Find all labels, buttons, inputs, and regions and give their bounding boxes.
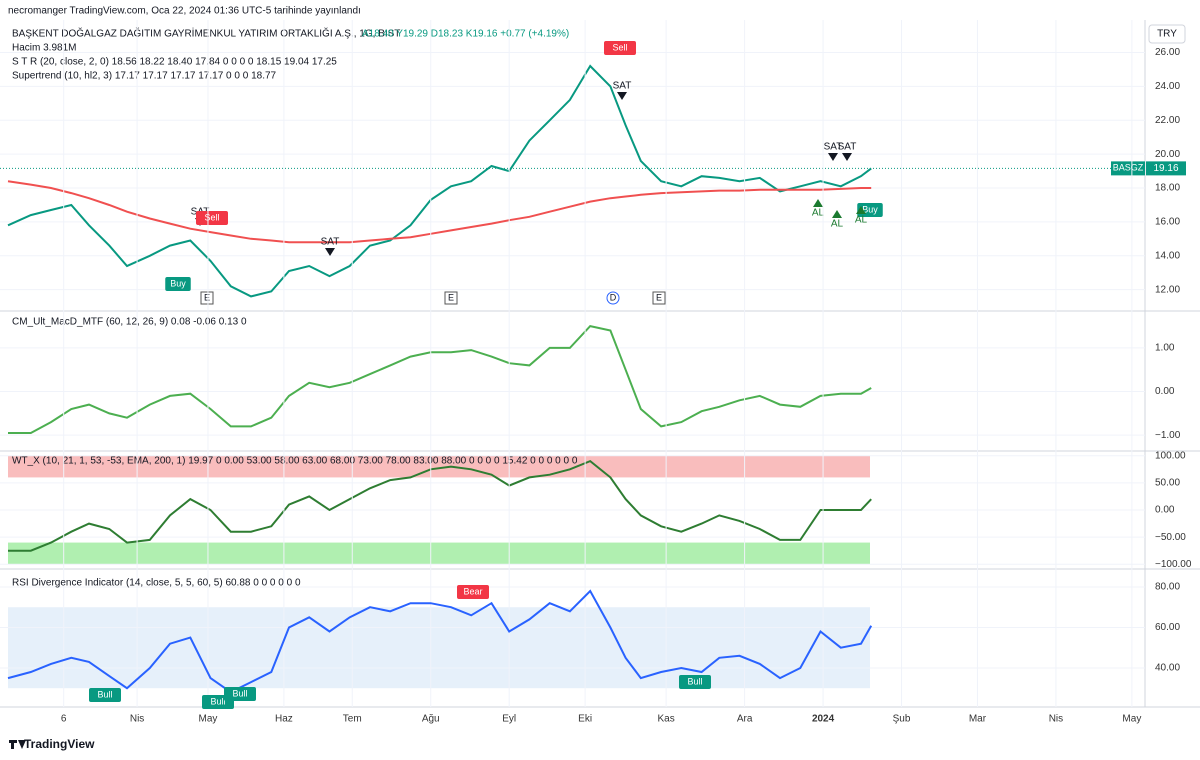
y-tick-label: 18.00	[1155, 183, 1180, 194]
y-tick-label: −1.00	[1155, 430, 1181, 441]
y-tick-label: 14.00	[1155, 250, 1180, 261]
series-line	[7, 180, 872, 244]
ticker-box	[1111, 161, 1145, 176]
currency-box[interactable]	[1148, 24, 1186, 44]
x-tick-label: Mar	[969, 714, 987, 725]
y-tick-label: 22.00	[1155, 115, 1180, 126]
annotation: AL	[831, 219, 844, 230]
series-line	[7, 589, 873, 694]
x-tick-label: Ağu	[422, 714, 440, 725]
band	[8, 542, 870, 565]
brand: TradingView	[24, 737, 95, 751]
annotation-box	[679, 675, 711, 689]
annotation: E	[656, 292, 662, 302]
x-tick-label: 6	[61, 714, 67, 725]
y-tick-label: 12.00	[1155, 284, 1180, 295]
annotation: AL	[812, 208, 825, 219]
event-marker	[444, 291, 458, 305]
signal-arrow	[813, 199, 823, 207]
ticker: BASGZ	[1113, 163, 1144, 173]
annotation: D	[610, 292, 617, 302]
band	[8, 455, 870, 478]
y-tick-label: 80.00	[1155, 582, 1180, 593]
series-line	[7, 64, 872, 298]
y-tick-label: −50.00	[1155, 532, 1186, 543]
annotation: Bull	[97, 689, 112, 699]
legend-line: Hacim 3.981M	[12, 43, 76, 54]
annotation: E	[448, 292, 454, 302]
x-tick-label: Haz	[275, 714, 293, 725]
x-tick-label: Kas	[658, 714, 675, 725]
x-tick-label: Şub	[893, 714, 911, 725]
annotation: Sell	[612, 42, 627, 52]
annotation: Bear	[463, 586, 482, 596]
band	[8, 607, 870, 689]
x-tick-label: May	[199, 714, 218, 725]
annotation-box	[196, 211, 228, 225]
x-tick-label: Eyl	[502, 714, 516, 725]
brand-logo	[9, 740, 26, 749]
signal-arrow	[832, 210, 842, 218]
legend-line: WT_X (10, 21, 1, 53, -53, EMA, 200, 1) 1…	[12, 456, 578, 467]
x-tick-label: Ara	[737, 714, 753, 725]
x-tick-label: Tem	[343, 714, 362, 725]
legend-line: Supertrend (10, hl2, 3) 17.17 17.17 17.1…	[12, 71, 277, 82]
annotation: Sell	[204, 212, 219, 222]
annotation: SAT	[613, 81, 632, 92]
annotation: E	[204, 292, 210, 302]
event-marker	[606, 291, 620, 305]
y-tick-label: 60.00	[1155, 622, 1180, 633]
annotation-box	[89, 688, 121, 702]
x-tick-label: May	[1122, 714, 1141, 725]
x-tick-label: Nis	[1049, 714, 1063, 725]
annotation: Buy	[862, 204, 878, 214]
published-note: necromanger TradingView.com, Oca 22, 202…	[8, 6, 361, 17]
x-tick-label: 2024	[812, 714, 835, 725]
y-tick-label: 0.00	[1155, 505, 1175, 516]
signal-arrow	[828, 153, 838, 161]
last-price-box	[1146, 161, 1186, 176]
y-tick-label: −100.00	[1155, 559, 1192, 570]
legend-line: S T R (20, close, 2, 0) 18.56 18.22 18.4…	[12, 57, 337, 68]
signal-arrow	[617, 92, 627, 100]
y-tick-label: 24.00	[1155, 81, 1180, 92]
series-line	[8, 325, 872, 434]
y-tick-label: 20.00	[1155, 149, 1180, 160]
annotation-box	[604, 41, 636, 55]
y-tick-label: 40.00	[1155, 663, 1180, 674]
y-tick-label: 26.00	[1155, 47, 1180, 58]
annotation-box	[165, 277, 191, 291]
event-marker	[200, 291, 214, 305]
ohlc: A18.40 Y19.29 D18.23 K19.16 +0.77 (+4.19…	[362, 29, 569, 40]
symbol-title: BAŞKENT DOĞALGAZ DAĞITIM GAYRİMENKUL YAT…	[12, 27, 400, 40]
signal-arrow	[856, 206, 866, 214]
annotation-box	[224, 687, 256, 701]
currency[interactable]: TRY	[1157, 29, 1177, 40]
signal-arrow	[325, 248, 335, 256]
annotation: Buy	[170, 278, 186, 288]
last-price: 19.16	[1153, 163, 1178, 174]
event-marker	[652, 291, 666, 305]
annotation-box	[457, 585, 489, 599]
annotation: SAT	[824, 142, 843, 153]
legend-line: CM_Ult_MacD_MTF (60, 12, 26, 9) 0.08 -0.…	[12, 317, 247, 328]
x-tick-label: Eki	[578, 714, 592, 725]
y-tick-label: 0.00	[1155, 386, 1175, 397]
annotation: Bull	[687, 676, 702, 686]
series-line	[8, 459, 872, 552]
y-tick-label: 50.00	[1155, 477, 1180, 488]
x-tick-label: Nis	[130, 714, 144, 725]
y-tick-label: 1.00	[1155, 343, 1175, 354]
annotation: Bull	[232, 688, 247, 698]
annotation: SAT	[321, 237, 340, 248]
signal-arrow	[842, 153, 852, 161]
annotation: SAT	[838, 142, 857, 153]
legend-line: RSI Divergence Indicator (14, close, 5, …	[12, 578, 301, 589]
y-tick-label: 100.00	[1155, 450, 1186, 461]
annotation: AL	[855, 215, 868, 226]
annotation: Bull	[210, 696, 225, 706]
y-tick-label: 16.00	[1155, 217, 1180, 228]
